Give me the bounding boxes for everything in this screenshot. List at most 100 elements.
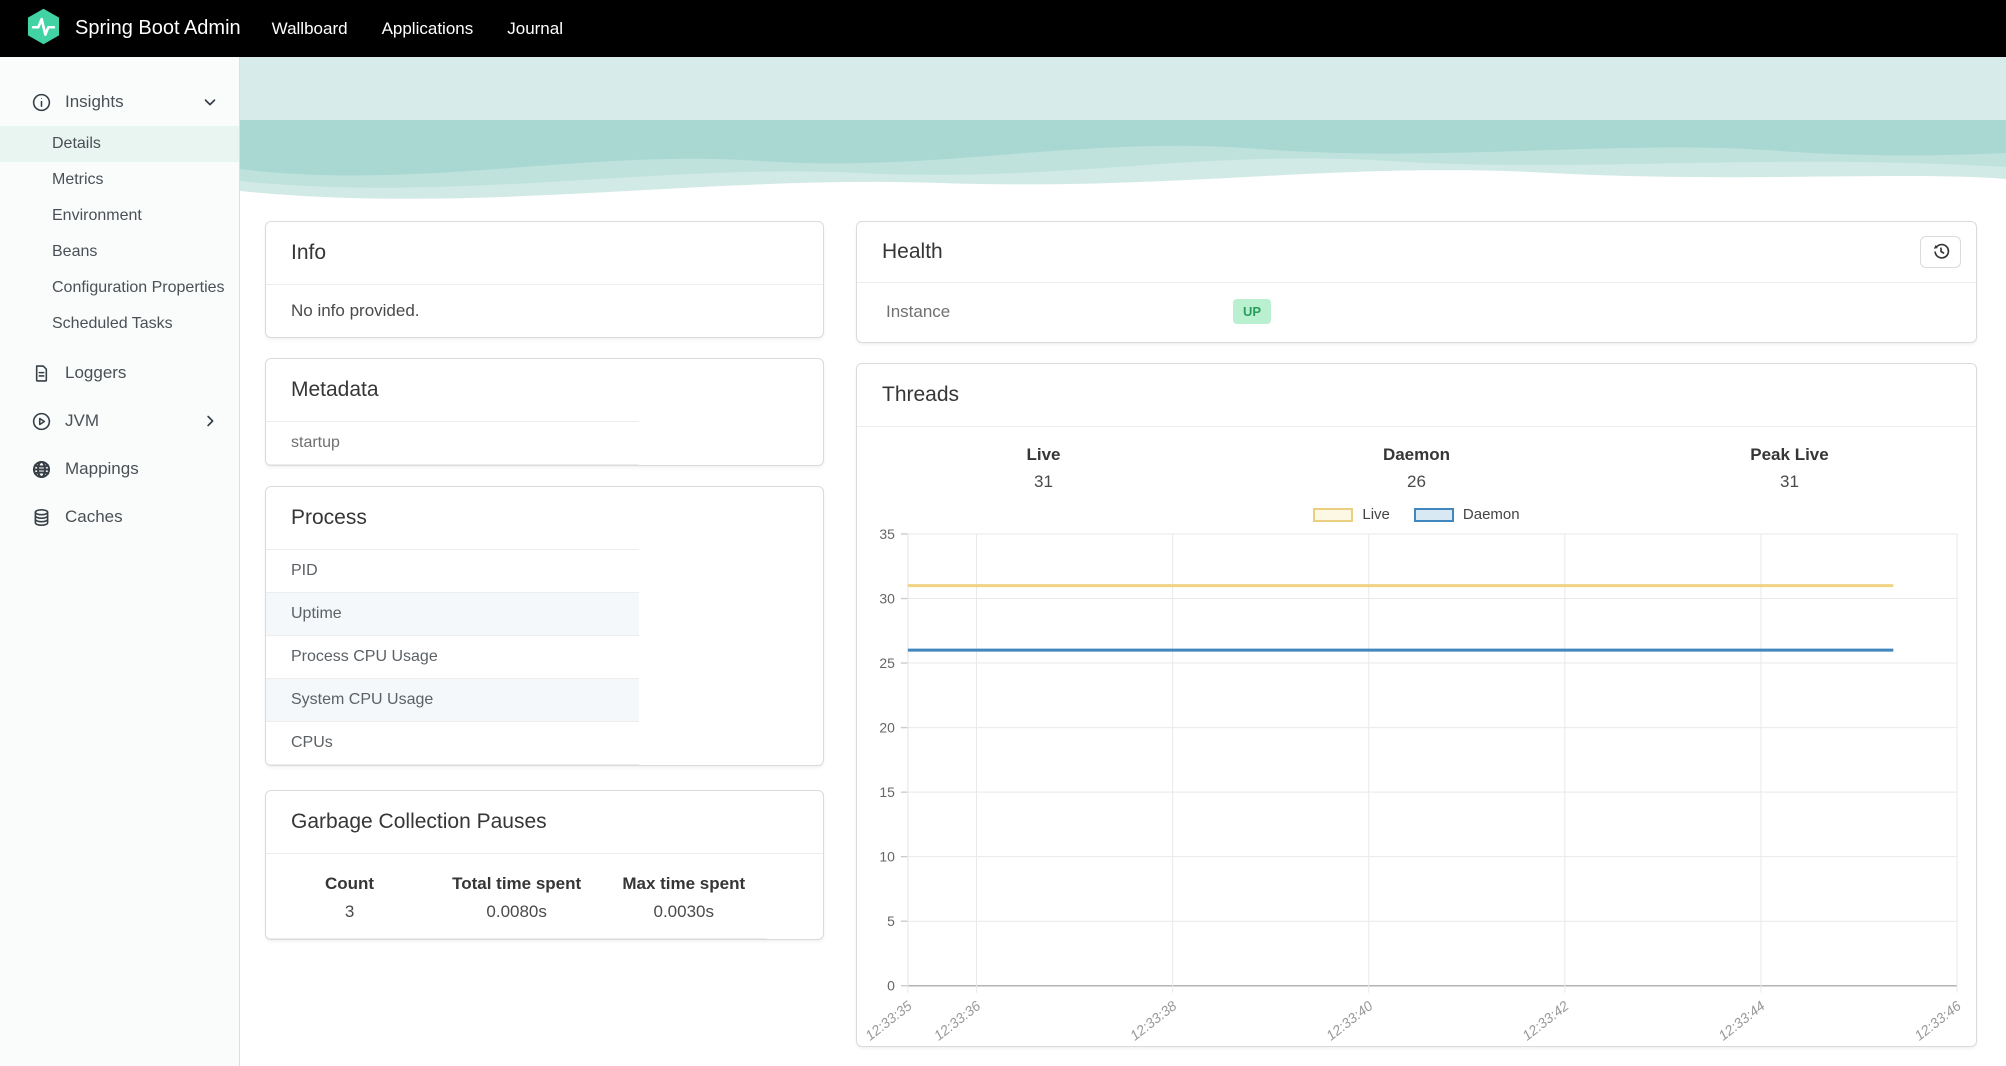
sidebar-item-insights[interactable]: Insights xyxy=(0,78,239,126)
spring-boot-admin-logo-icon xyxy=(25,8,62,50)
svg-text:12:33:42: 12:33:42 xyxy=(1519,997,1572,1041)
stat-label: Live xyxy=(1026,445,1061,464)
info-card-title: Info xyxy=(266,222,823,285)
svg-text:12:33:36: 12:33:36 xyxy=(931,997,984,1041)
health-instance-label: Instance xyxy=(886,301,951,321)
gc-column-header: Count xyxy=(325,874,375,893)
process-row-uptime: Uptime xyxy=(266,593,640,636)
file-text-icon xyxy=(31,363,52,384)
gc-count-value: 3 xyxy=(266,900,434,939)
gc-pauses-card: Garbage Collection Pauses Count Total ti… xyxy=(265,790,824,940)
stat-label: Peak Live xyxy=(1750,445,1829,464)
svg-text:20: 20 xyxy=(879,720,895,736)
legend-label: Live xyxy=(1362,506,1390,523)
nav-link-journal[interactable]: Journal xyxy=(507,19,563,38)
sidebar-item-environment[interactable]: Environment xyxy=(52,207,142,224)
play-circle-icon xyxy=(31,411,52,432)
stat-peak-live: Peak Live 31 xyxy=(1603,445,1976,492)
health-instance-row: Instance UP xyxy=(857,283,1976,342)
sidebar-item-caches[interactable]: Caches xyxy=(0,493,239,541)
stat-value: 31 xyxy=(1034,472,1053,491)
stat-value: 26 xyxy=(1407,472,1426,491)
process-row-system-cpu-usage: System CPU Usage xyxy=(266,679,640,722)
sidebar-item-jvm[interactable]: JVM xyxy=(0,397,239,445)
health-history-button[interactable] xyxy=(1920,236,1961,268)
process-row-cpus: CPUs xyxy=(266,722,640,765)
process-row-process-cpu-usage: Process CPU Usage xyxy=(266,636,640,679)
svg-text:35: 35 xyxy=(879,526,895,542)
chevron-right-icon xyxy=(201,412,219,430)
sidebar-item-configuration-properties[interactable]: Configuration Properties xyxy=(52,279,225,296)
database-icon xyxy=(31,507,52,528)
chart-legend: Live Daemon xyxy=(857,506,1976,523)
info-circle-icon xyxy=(31,92,52,113)
metadata-table: startup xyxy=(266,421,640,465)
stat-label: Daemon xyxy=(1382,445,1451,464)
sidebar-item-mappings[interactable]: Mappings xyxy=(0,445,239,493)
gc-total-time-value: 0.0080s xyxy=(433,900,601,939)
gc-column-header: Max time spent xyxy=(622,874,746,893)
metadata-card: Metadata startup xyxy=(265,358,824,466)
legend-swatch-daemon xyxy=(1413,507,1454,522)
nav-link-applications[interactable]: Applications xyxy=(381,19,474,38)
sidebar-item-label: Caches xyxy=(65,507,123,526)
svg-text:5: 5 xyxy=(887,913,895,929)
sidebar-item-loggers[interactable]: Loggers xyxy=(0,349,239,397)
process-table: PID Uptime Process CPU Usage System CPU … xyxy=(266,549,640,765)
stat-live: Live 31 xyxy=(857,445,1230,492)
gc-pauses-table: Count Total time spent Max time spent 3 … xyxy=(266,854,768,939)
svg-text:12:33:44: 12:33:44 xyxy=(1715,997,1768,1041)
svg-text:25: 25 xyxy=(879,655,895,671)
process-row-pid: PID xyxy=(266,550,640,593)
gc-column-header: Total time spent xyxy=(452,874,582,893)
svg-text:12:33:35: 12:33:35 xyxy=(862,997,915,1041)
threads-stats: Live 31 Daemon 26 Peak Live 31 xyxy=(857,427,1976,492)
globe-icon xyxy=(31,459,52,480)
main-content: Info No info provided. Metadata startup … xyxy=(240,57,2006,1066)
sidebar-item-label: Mappings xyxy=(65,459,139,478)
info-card: Info No info provided. xyxy=(265,221,824,338)
threads-chart: 0 5 10 15 20 25 30 35 12:33:35 12:33:36 12:33:38 12… xyxy=(857,523,1976,1046)
stat-daemon: Daemon 26 xyxy=(1230,445,1603,492)
health-card: Health Instance xyxy=(856,221,1977,343)
insights-submenu: Details Metrics Environment Beans Config… xyxy=(0,126,239,342)
svg-text:12:33:46: 12:33:46 xyxy=(1911,997,1964,1041)
legend-item-daemon: Daemon xyxy=(1413,506,1520,523)
sidebar: Insights Details Metrics Environment Bea… xyxy=(0,57,240,1066)
sidebar-item-scheduled-tasks[interactable]: Scheduled Tasks xyxy=(52,315,173,332)
sidebar-item-beans[interactable]: Beans xyxy=(52,243,98,260)
sidebar-item-label: Insights xyxy=(65,92,124,111)
svg-text:15: 15 xyxy=(879,784,895,800)
legend-swatch-live xyxy=(1313,507,1354,522)
hero-wave-banner xyxy=(240,57,2006,204)
metadata-row-startup: startup xyxy=(266,422,640,465)
sidebar-item-label: Loggers xyxy=(65,363,127,382)
info-card-body: No info provided. xyxy=(291,301,420,320)
app-title: Spring Boot Admin xyxy=(75,17,241,39)
process-card: Process PID Uptime Process CPU Usage Sys… xyxy=(265,486,824,766)
sidebar-item-details[interactable]: Details xyxy=(0,126,239,162)
brand-link[interactable]: Spring Boot Admin xyxy=(25,8,255,50)
svg-text:30: 30 xyxy=(879,590,895,606)
svg-text:12:33:38: 12:33:38 xyxy=(1127,997,1180,1041)
svg-text:10: 10 xyxy=(879,849,895,865)
legend-label: Daemon xyxy=(1462,506,1520,523)
health-card-title: Health xyxy=(882,240,943,263)
sidebar-item-label: JVM xyxy=(65,411,99,430)
nav-link-wallboard[interactable]: Wallboard xyxy=(271,19,348,38)
history-icon xyxy=(1931,241,1951,264)
stat-value: 31 xyxy=(1780,472,1799,491)
status-badge-up: UP xyxy=(1233,299,1272,324)
threads-card-title: Threads xyxy=(857,364,1976,427)
legend-item-live: Live xyxy=(1313,506,1390,523)
gc-max-time-value: 0.0030s xyxy=(600,900,768,939)
svg-text:12:33:40: 12:33:40 xyxy=(1323,997,1376,1041)
threads-chart-svg: 0 5 10 15 20 25 30 35 12:33:35 12:33:36 12:33:38 12… xyxy=(862,526,1964,1042)
chevron-down-icon xyxy=(201,93,219,111)
metadata-card-title: Metadata xyxy=(291,378,379,401)
process-card-title: Process xyxy=(291,506,367,529)
svg-text:0: 0 xyxy=(887,978,895,994)
sidebar-item-metrics[interactable]: Metrics xyxy=(52,171,104,188)
top-navbar: Spring Boot Admin Wallboard Applications… xyxy=(0,0,2006,57)
threads-card: Threads Live 31 Daemon 26 Peak Live 31 xyxy=(856,363,1977,1047)
